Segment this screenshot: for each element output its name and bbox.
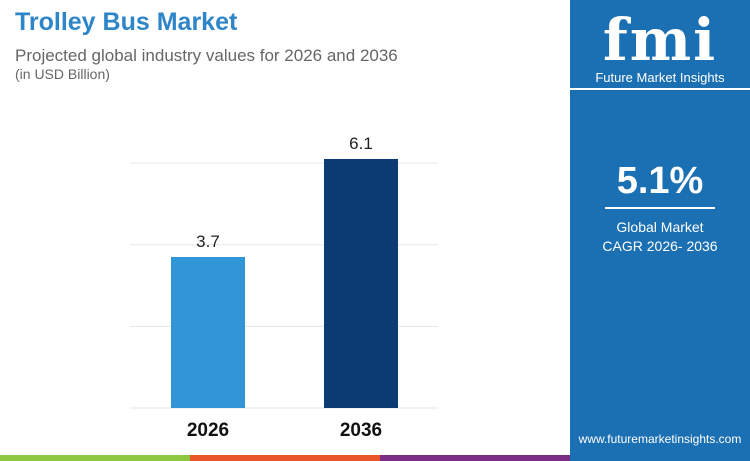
chart-unit: (in USD Billion) [15,66,110,82]
data-label: 3.7 [196,232,220,251]
chart-title: Trolley Bus Market [15,8,238,36]
bar-2026 [171,256,245,408]
divider [570,88,750,90]
stripe-orange [190,455,380,461]
website-url: www.futuremarketinsights.com [578,432,742,446]
logo-subtitle: Future Market Insights [595,70,725,85]
x-tick-label: 2036 [340,420,382,441]
stripe-purple [380,455,570,461]
divider [605,207,715,209]
chart-subtitle: Projected global industry values for 202… [15,46,398,65]
bar-chart: 3.7 2026 6.1 2036 [130,134,438,441]
fmi-logo: fmi [602,6,718,74]
bar-2036 [324,159,398,408]
stripe-green [0,455,190,461]
cagr-label-1: Global Market [616,219,704,235]
x-tick-label: 2026 [187,420,229,441]
cagr-label: Global Market CAGR 2026- 2036 [570,218,750,256]
cagr-value: 5.1% [616,160,704,202]
sidebar-panel: fmi Future Market Insights 5.1% Global M… [570,0,750,461]
cagr-label-2: CAGR 2026- 2036 [602,238,718,254]
data-label: 6.1 [349,134,373,153]
